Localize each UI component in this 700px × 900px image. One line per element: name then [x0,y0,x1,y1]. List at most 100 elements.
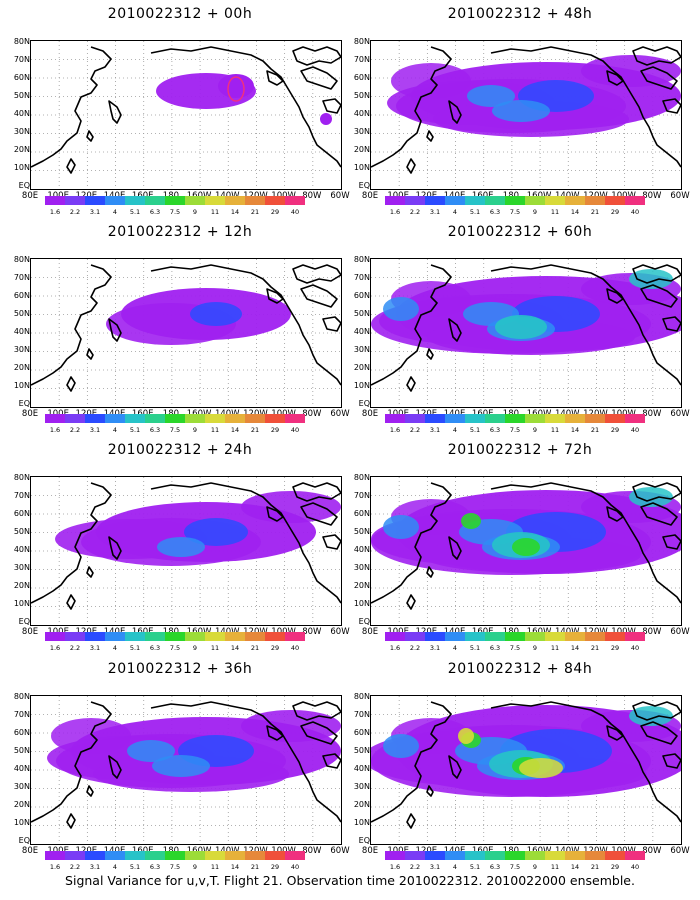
coastline [292,264,341,284]
coastline [266,506,284,522]
map-area [30,40,342,190]
lat-label: 30N [13,127,30,136]
panel-title: 2010022312 + 72h [447,442,593,458]
colorbar-swatch [205,196,225,205]
colorbar [45,414,305,423]
coastline [448,100,462,124]
colorbar-label: 2.2 [409,863,421,871]
coastline [448,318,462,342]
colorbar-label: 5.1 [129,863,141,871]
lon-label: 80W [302,191,322,201]
variance-region [629,269,673,289]
colorbar-label: 4 [452,863,458,871]
map-canvas [31,41,341,189]
colorbar-swatch [185,851,205,860]
colorbar-label: 9 [532,644,538,652]
colorbar-label: 14 [230,426,240,434]
variance-region [629,487,673,507]
colorbar-swatch [125,851,145,860]
colorbar-swatch [85,414,105,423]
colorbar-swatch [445,632,465,641]
lon-label: 80W [302,409,322,419]
colorbar-swatch [445,851,465,860]
colorbar-label: 11 [550,644,560,652]
coastline [662,753,681,769]
colorbar-label: 2.2 [69,644,81,652]
colorbar-swatch [565,632,585,641]
variance-region [495,315,547,339]
colorbar-swatch [65,196,85,205]
colorbar-label: 5.1 [129,208,141,216]
lat-label: 10N [353,818,370,827]
lat-label: 70N [353,55,370,64]
colorbar-swatch [445,196,465,205]
variance-region [629,706,673,726]
colorbar-swatch [45,196,65,205]
coastline [640,284,678,308]
colorbar-label: 9 [532,208,538,216]
lon-label: 60W [670,846,690,856]
lat-label: EQ [358,836,370,845]
coastline [371,482,452,604]
map-panel-p48: 2010022312 + 48h 80N 70N 60N 50N 40N 30N 20N 10N… [350,0,690,220]
colorbar-label: 21 [250,426,260,434]
colorbar-swatch [285,632,305,641]
map-canvas [371,259,681,407]
colorbar-swatch [165,632,185,641]
colorbar [385,851,645,860]
map-panel-p72: 2010022312 + 72h 80N 70N 60N 50N 40N 30N 20N 10N… [350,436,690,656]
colorbar-label: 40 [290,644,300,652]
lat-label: 40N [13,545,30,554]
lat-label: 10N [353,163,370,172]
colorbar-label: 14 [230,644,240,652]
colorbar-swatch [505,632,525,641]
variance-region [383,297,419,321]
colorbar-swatch [525,851,545,860]
colorbar-label: 40 [290,863,300,871]
colorbar-label: 9 [192,644,198,652]
lat-label: 80N [353,255,370,264]
coastline [292,46,341,66]
colorbar-label: 7.5 [509,426,521,434]
map-panel-p36: 2010022312 + 36h 80N 70N 60N 50N 40N 30N 20N 10N… [10,655,350,875]
colorbar-label: 4 [452,644,458,652]
coastline [662,534,681,550]
map-canvas [31,696,341,844]
colorbar-label: 40 [630,863,640,871]
colorbar-swatch [245,414,265,423]
coastline [406,594,416,610]
lat-label: 70N [13,491,30,500]
coastline [426,130,434,142]
colorbar-swatch [605,851,625,860]
colorbar-label: 40 [630,208,640,216]
colorbar-swatch [385,851,405,860]
coastline [66,594,76,610]
colorbar-swatch [605,196,625,205]
colorbar-label: 1.6 [389,863,401,871]
colorbar-label: 3.1 [89,863,101,871]
colorbar-label: 1.6 [49,863,61,871]
coastline [426,785,434,797]
lon-label: 60W [330,191,350,201]
variance-region [492,100,550,122]
lat-label: 80N [13,37,30,46]
colorbar-swatch [265,851,285,860]
colorbar-swatch [65,851,85,860]
figure-caption: Signal Variance for u,v,T. Flight 21. Ob… [65,873,635,888]
colorbar-swatch [145,414,165,423]
colorbar-swatch [485,632,505,641]
lat-label: 50N [13,527,30,536]
colorbar-swatch [405,851,425,860]
coastline [632,482,681,502]
colorbar-label: 1.6 [49,426,61,434]
coastline [632,701,681,721]
coastline [371,701,452,823]
colorbar-swatch [145,196,165,205]
lon-label: 80W [302,846,322,856]
variance-region [458,728,474,744]
colorbar-label: 11 [210,426,220,434]
colorbar [45,632,305,641]
variance-region [152,755,210,777]
map-canvas [371,696,681,844]
lat-label: 60N [13,291,30,300]
